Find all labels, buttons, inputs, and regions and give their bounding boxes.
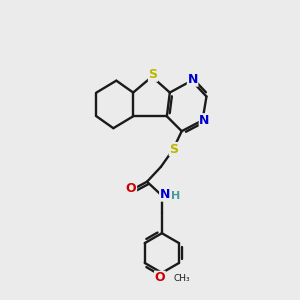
Text: N: N bbox=[199, 114, 210, 127]
Text: H: H bbox=[171, 190, 180, 201]
Text: N: N bbox=[160, 188, 170, 201]
Text: O: O bbox=[154, 271, 165, 284]
Text: O: O bbox=[126, 182, 136, 195]
Text: CH₃: CH₃ bbox=[174, 274, 190, 283]
Text: S: S bbox=[169, 142, 178, 155]
Text: S: S bbox=[148, 68, 158, 81]
Text: N: N bbox=[188, 73, 198, 86]
